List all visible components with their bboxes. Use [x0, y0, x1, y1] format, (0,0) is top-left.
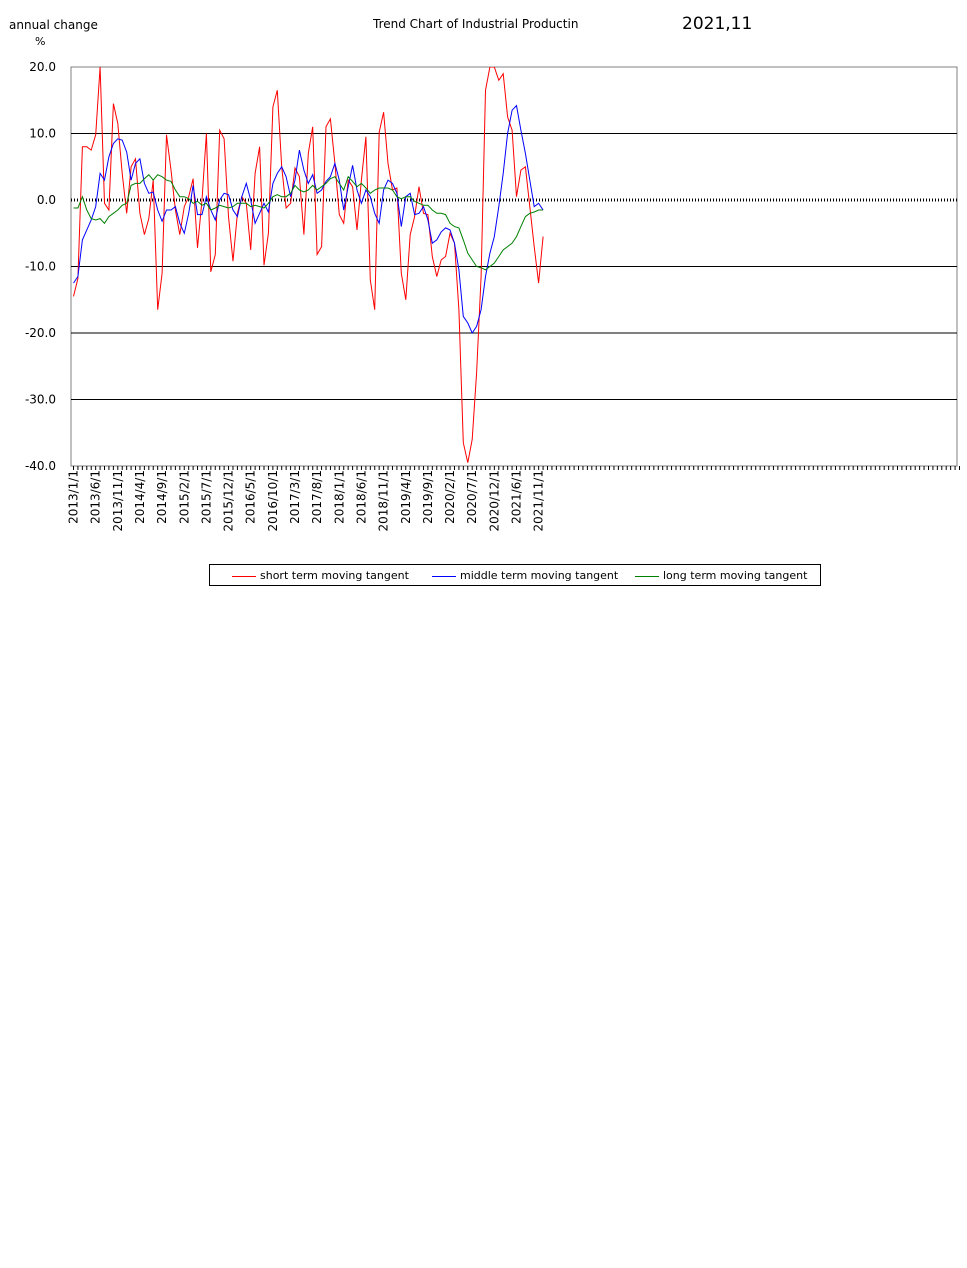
y-tick-label: 20.0 — [29, 60, 56, 74]
legend-item-short: short term moving tangent — [232, 569, 409, 582]
x-tick-label: 2016/10/1 — [266, 470, 280, 532]
x-tick-label: 2017/8/1 — [310, 470, 324, 524]
legend-swatch-long — [635, 575, 659, 577]
x-tick-label: 2021/11/1 — [532, 470, 546, 532]
x-tick-label: 2014/4/1 — [133, 470, 147, 524]
legend-label-long: long term moving tangent — [663, 569, 808, 582]
x-tick-label: 2018/1/1 — [332, 470, 346, 524]
y-axis-label: annual change — [9, 18, 98, 32]
x-tick-label: 2021/6/1 — [510, 470, 524, 524]
x-tick-label: 2018/11/1 — [377, 470, 391, 532]
x-tick-label: 2015/12/1 — [222, 470, 236, 532]
x-tick-label: 2019/9/1 — [421, 470, 435, 524]
y-tick-label: 10.0 — [29, 127, 56, 141]
series-line-middle — [73, 104, 544, 335]
x-tick-label: 2018/6/1 — [354, 470, 368, 524]
y-tick-labels: 20.0 10.0 0.0 -10.0 -20.0 -30.0 -40.0 — [25, 60, 56, 473]
legend-item-long: long term moving tangent — [635, 569, 807, 582]
x-tick-label: 2017/3/1 — [288, 470, 302, 524]
y-tick-label: 0.0 — [37, 193, 56, 207]
x-tick-label: 2014/9/1 — [155, 470, 169, 524]
y-tick-label: -30.0 — [25, 393, 56, 407]
x-tick-label: 2016/5/1 — [244, 470, 258, 524]
series-line-long — [73, 173, 544, 271]
x-tick-label: 2020/12/1 — [487, 470, 501, 532]
legend-item-middle: middle term moving tangent — [432, 569, 618, 582]
series-lines — [73, 67, 544, 463]
x-tick-label: 2013/11/1 — [111, 470, 125, 532]
x-tick-label: 2013/1/1 — [67, 470, 81, 524]
trend-chart: 20.0 10.0 0.0 -10.0 -20.0 -30.0 -40.0 2013/1/1… — [25, 60, 960, 532]
y-axis-unit: % — [35, 35, 46, 48]
chart-date: 2021,11 — [682, 14, 753, 34]
x-tick-label: 2015/2/1 — [177, 470, 191, 524]
y-tick-label: -40.0 — [25, 459, 56, 473]
legend-label-short: short term moving tangent — [260, 569, 409, 582]
x-tick-label: 2015/7/1 — [199, 470, 213, 524]
chart-legend: short term moving tangent middle term mo… — [209, 564, 821, 586]
x-tick-labels: 2013/1/1 2013/6/1 2013/11/1 2014/4/1 2014/9/… — [67, 466, 960, 532]
legend-swatch-middle — [432, 575, 456, 577]
y-tick-label: -10.0 — [25, 260, 56, 274]
legend-swatch-short — [232, 575, 256, 577]
x-tick-label: 2020/2/1 — [443, 470, 457, 524]
legend-label-middle: middle term moving tangent — [460, 569, 619, 582]
x-tick-label: 2019/4/1 — [399, 470, 413, 524]
grid-lines — [71, 133, 957, 400]
chart-title: Trend Chart of Industrial Productin — [373, 17, 579, 31]
x-tick-label: 2013/6/1 — [89, 470, 103, 524]
x-tick-label: 2020/7/1 — [465, 470, 479, 524]
y-tick-label: -20.0 — [25, 326, 56, 340]
